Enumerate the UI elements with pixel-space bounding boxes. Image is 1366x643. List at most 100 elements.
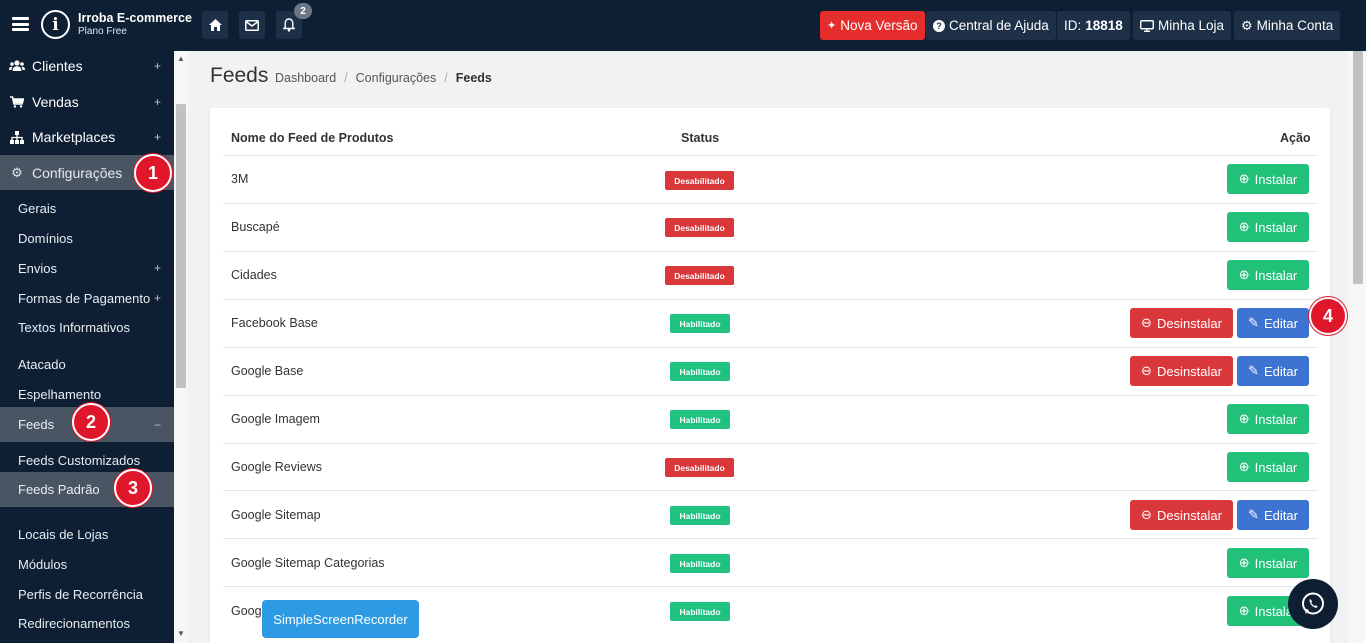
uninstall-button-facebook-base[interactable]: ⊖ Desinstalar — [1130, 308, 1233, 338]
expand-plus-icon: + — [153, 59, 161, 73]
button-label: Editar — [1263, 363, 1298, 379]
status-badge: Habilitado — [670, 554, 730, 573]
breadcrumb: Dashboard / Configurações / Feeds — [275, 71, 492, 85]
new-version-button[interactable]: ✦ Nova Versão — [820, 11, 925, 40]
feed-name-google-sitemap: Google Sitemap — [231, 508, 321, 522]
help-center-button[interactable]: ? Central de Ajuda — [926, 11, 1056, 40]
scroll-up-icon[interactable]: ▲ — [177, 54, 185, 63]
whatsapp-button[interactable] — [1288, 579, 1338, 629]
table-divider — [223, 538, 1318, 539]
sidebar-item-label: Marketplaces — [32, 129, 116, 145]
plus-circle-icon: ⊕ — [1238, 267, 1250, 282]
install-button-cidades[interactable]: ⊕ Instalar — [1227, 260, 1309, 290]
install-button-buscape[interactable]: ⊕ Instalar — [1227, 212, 1309, 242]
pencil-icon: ✎ — [1248, 363, 1259, 378]
install-button-google-reviews[interactable]: ⊕ Instalar — [1227, 452, 1309, 482]
sidebar-subitem-label: Perfis de Recorrência — [18, 586, 143, 602]
pencil-icon: ✎ — [1248, 315, 1259, 330]
plus-circle-icon: ⊕ — [1238, 171, 1250, 186]
page-title: Feeds — [210, 64, 269, 87]
sidebar-scrollbar-thumb[interactable] — [176, 104, 186, 388]
sidebar-subitem-modulos[interactable]: Módulos — [0, 554, 174, 574]
button-label: Instalar — [1254, 459, 1298, 475]
my-store-button[interactable]: Minha Loja — [1133, 11, 1232, 40]
button-label: Instalar — [1254, 411, 1298, 427]
table-divider — [223, 490, 1318, 491]
sidebar-subitem-label: Envios — [18, 260, 58, 276]
button-label: Editar — [1263, 315, 1298, 331]
breadcrumb-dashboard[interactable]: Dashboard — [275, 71, 337, 85]
home-button[interactable] — [202, 11, 228, 39]
button-label: Desinstalar — [1156, 507, 1222, 523]
button-label: Desinstalar — [1156, 363, 1222, 379]
sidebar-subitem-label: Feeds — [18, 417, 55, 432]
sidebar-subitem-feeds-customizados[interactable]: Feeds Customizados — [0, 450, 174, 470]
install-button-3m[interactable]: ⊕ Instalar — [1227, 164, 1309, 194]
expand-plus-icon: + — [153, 130, 161, 144]
minus-circle-icon: ⊖ — [1141, 315, 1152, 330]
breadcrumb-configuracoes[interactable]: Configurações — [355, 71, 437, 85]
edit-button-google-sitemap[interactable]: ✎ Editar — [1237, 500, 1309, 530]
status-badge: Desabilitado — [665, 266, 734, 285]
feed-name-3m: 3M — [231, 172, 249, 186]
button-label: Desinstalar — [1156, 315, 1222, 331]
edit-button-google-base[interactable]: ✎ Editar — [1237, 356, 1309, 386]
sidebar-item-vendas[interactable]: Vendas + — [0, 87, 174, 117]
edit-button-facebook-base[interactable]: ✎ Editar — [1237, 308, 1309, 338]
my-store-label: Minha Loja — [1158, 18, 1225, 33]
breadcrumb-separator: / — [344, 71, 348, 85]
uninstall-button-google-base[interactable]: ⊖ Desinstalar — [1130, 356, 1233, 386]
sidebar-item-marketplaces[interactable]: Marketplaces + — [0, 122, 174, 152]
table-divider — [223, 443, 1318, 444]
help-center-label: Central de Ajuda — [949, 18, 1049, 33]
column-header-name: Nome do Feed de Produtos — [231, 131, 394, 145]
brand-block: Irroba E-commerce Plano Free — [78, 11, 192, 39]
expand-plus-icon: + — [153, 261, 161, 275]
sidebar-subitem-espelhamento[interactable]: Espelhamento — [0, 384, 174, 404]
install-button-google-imagem[interactable]: ⊕ Instalar — [1227, 404, 1309, 434]
table-divider — [223, 347, 1318, 348]
feed-name-google-reviews: Google Reviews — [231, 460, 323, 474]
page-scrollbar-thumb[interactable] — [1353, 51, 1363, 284]
status-badge: Desabilitado — [665, 218, 734, 237]
sidebar-subitem-gerais[interactable]: Gerais — [0, 198, 174, 218]
scroll-down-icon[interactable]: ▼ — [177, 629, 185, 638]
feed-name-google-sitemap-categorias: Google Sitemap Categorias — [231, 556, 385, 570]
sidebar-subitem-atacado[interactable]: Atacado — [0, 354, 174, 374]
button-label: Instalar — [1254, 555, 1298, 571]
screen-recorder-overlay[interactable]: SimpleScreenRecorder — [262, 600, 419, 638]
sidebar-subitem-dominios[interactable]: Domínios — [0, 228, 174, 248]
feed-name-google-imagem: Google Imagem — [231, 412, 320, 426]
table-divider — [223, 299, 1318, 300]
status-badge: Desabilitado — [665, 171, 734, 190]
uninstall-button-google-sitemap[interactable]: ⊖ Desinstalar — [1130, 500, 1233, 530]
status-badge: Habilitado — [670, 506, 730, 525]
sidebar-subitem-textos-informativos[interactable]: Textos Informativos — [0, 317, 174, 337]
status-badge: Habilitado — [670, 314, 730, 333]
sidebar-subitem-formas-de-pagamento[interactable]: Formas de Pagamento + — [0, 288, 174, 308]
minus-circle-icon: ⊖ — [1141, 363, 1152, 378]
my-account-button[interactable]: ⚙ Minha Conta — [1234, 11, 1341, 40]
expand-plus-icon: + — [153, 291, 161, 305]
button-label: Instalar — [1254, 171, 1298, 187]
status-badge: Desabilitado — [665, 458, 734, 477]
column-header-status: Status — [681, 131, 720, 145]
menu-toggle-icon[interactable] — [12, 17, 29, 31]
sidebar-subitem-locais-de-lojas[interactable]: Locais de Lojas — [0, 524, 174, 544]
sidebar-subitem-envios[interactable]: Envios + — [0, 258, 174, 278]
feed-name-facebook-base: Facebook Base — [231, 316, 318, 330]
status-badge: Habilitado — [670, 410, 730, 429]
pencil-icon: ✎ — [1248, 507, 1259, 522]
button-label: Instalar — [1254, 219, 1298, 235]
button-label: Instalar — [1254, 267, 1298, 283]
column-header-action: Ação — [1280, 131, 1311, 145]
plus-circle-icon: ⊕ — [1238, 411, 1250, 426]
plus-circle-icon: ⊕ — [1238, 459, 1250, 474]
my-account-label: Minha Conta — [1256, 18, 1334, 33]
install-button-google-sitemap-categorias[interactable]: ⊕ Instalar — [1227, 548, 1309, 578]
sidebar-subitem-redirecionamentos[interactable]: Redirecionamentos — [0, 613, 174, 633]
sidebar-subitem-perfis-de-recorrencia[interactable]: Perfis de Recorrência — [0, 584, 174, 604]
sidebar-item-clientes[interactable]: Clientes + — [0, 51, 174, 81]
mail-button[interactable] — [239, 11, 265, 39]
breadcrumb-separator: / — [444, 71, 448, 85]
